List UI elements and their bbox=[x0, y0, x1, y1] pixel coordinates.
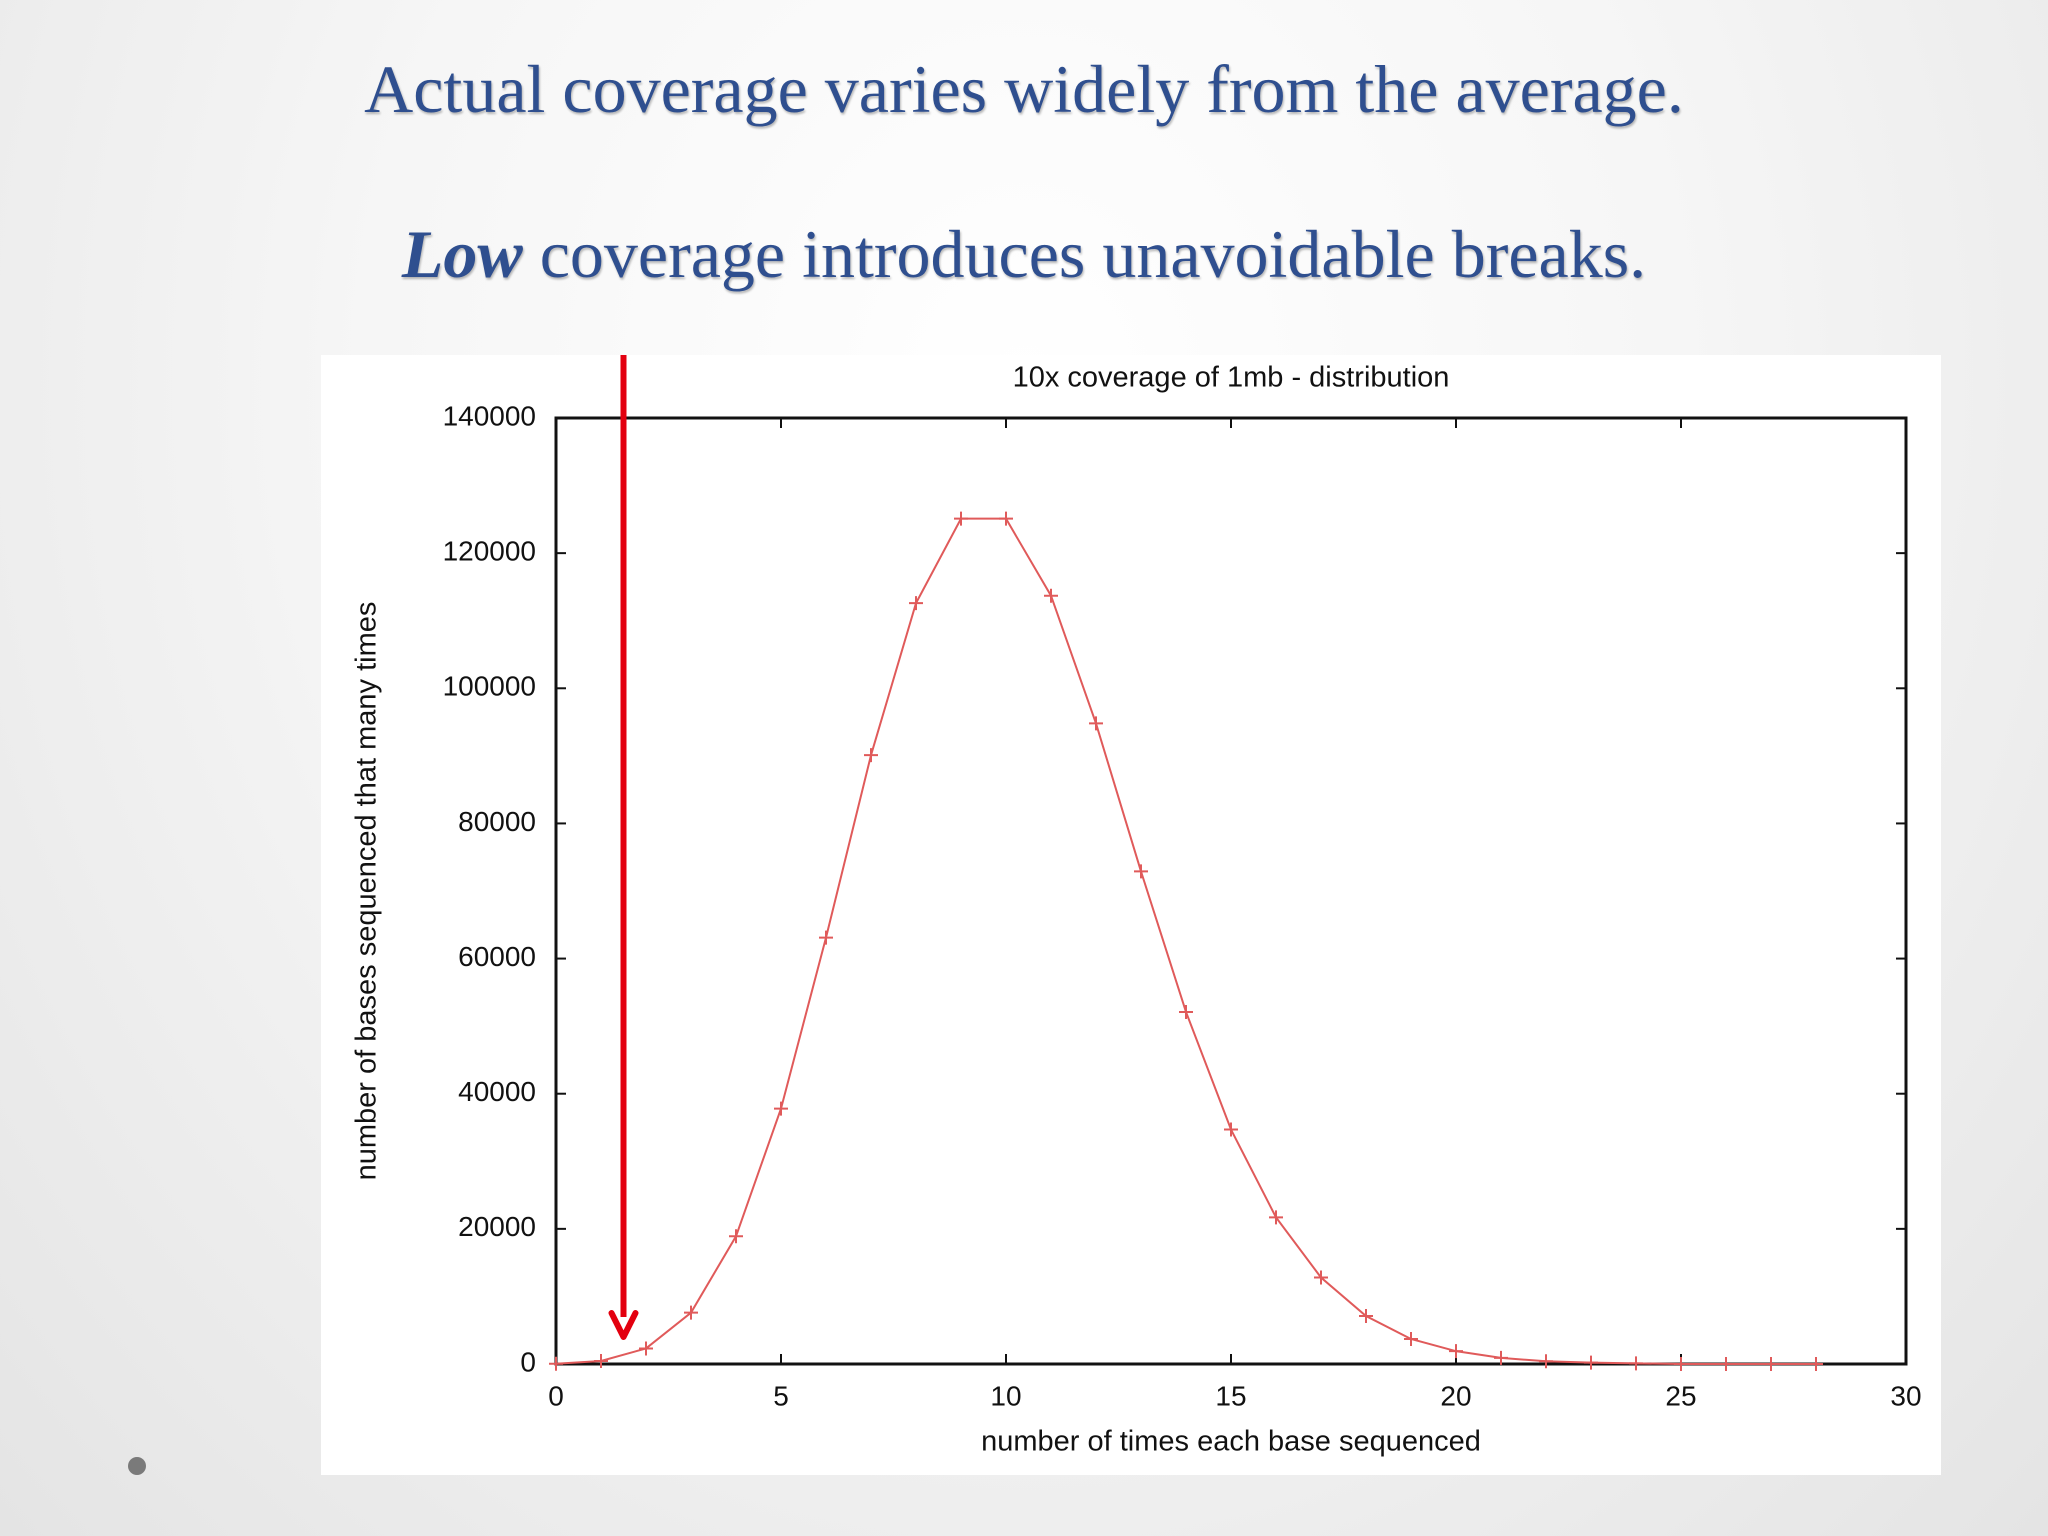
annotation-arrow-head bbox=[608, 1310, 639, 1340]
data-point-marker bbox=[594, 1353, 608, 1368]
data-point-marker bbox=[684, 1305, 698, 1320]
coverage-distribution-chart: 10x coverage of 1mb - distribution numbe… bbox=[351, 355, 1922, 1458]
chart-panel: 10x coverage of 1mb - distribution numbe… bbox=[321, 355, 1941, 1475]
x-tick-label: 25 bbox=[1665, 1380, 1696, 1411]
data-point-marker bbox=[954, 511, 968, 526]
y-tick-label: 140000 bbox=[443, 400, 536, 431]
x-axis-label: number of times each base sequenced bbox=[981, 1426, 1481, 1458]
data-point-marker bbox=[1494, 1350, 1508, 1365]
y-axis-label: number of bases sequenced that many time… bbox=[351, 602, 383, 1181]
slide-title-line-2: Low coverage introduces unavoidable brea… bbox=[0, 214, 2048, 294]
data-point-marker bbox=[1089, 716, 1103, 731]
y-tick-label: 20000 bbox=[458, 1211, 536, 1242]
x-tick-label: 0 bbox=[548, 1380, 564, 1411]
data-point-marker bbox=[1809, 1357, 1823, 1371]
y-tick-label: 80000 bbox=[458, 806, 536, 837]
x-tick-label: 30 bbox=[1890, 1380, 1921, 1411]
data-point-marker bbox=[1539, 1354, 1553, 1369]
data-point-marker bbox=[1134, 864, 1148, 879]
data-point-marker bbox=[549, 1356, 563, 1371]
x-tick-label: 10 bbox=[990, 1380, 1021, 1411]
data-point-marker bbox=[1674, 1357, 1688, 1371]
bullet-dot bbox=[128, 1457, 146, 1475]
plot-frame bbox=[554, 416, 1908, 1366]
data-point-marker bbox=[1584, 1355, 1598, 1370]
data-point-marker bbox=[1629, 1356, 1643, 1371]
title-line-2-rest: coverage introduces unavoidable breaks. bbox=[522, 216, 1647, 292]
x-tick-label: 20 bbox=[1440, 1380, 1471, 1411]
data-point-marker bbox=[1449, 1344, 1463, 1359]
x-tick-label: 5 bbox=[773, 1380, 789, 1411]
data-point-marker bbox=[1314, 1270, 1328, 1285]
slide-title-line-1: Actual coverage varies widely from the a… bbox=[364, 51, 1684, 127]
data-point-marker bbox=[819, 930, 833, 945]
data-point-marker bbox=[729, 1229, 743, 1244]
series-line bbox=[555, 517, 1816, 1365]
y-tick-label: 100000 bbox=[443, 671, 536, 702]
data-point-marker bbox=[1359, 1309, 1373, 1324]
y-tick-label: 60000 bbox=[458, 941, 536, 972]
y-tick-label: 0 bbox=[520, 1346, 536, 1377]
data-point-marker bbox=[1224, 1122, 1238, 1137]
y-tick-label: 40000 bbox=[458, 1076, 536, 1107]
data-point-marker bbox=[1404, 1331, 1418, 1346]
data-point-marker bbox=[1719, 1357, 1733, 1371]
data-point-marker bbox=[1764, 1357, 1778, 1371]
data-point-marker bbox=[1179, 1004, 1193, 1019]
y-tick-label: 120000 bbox=[443, 536, 536, 567]
data-point-marker bbox=[1269, 1210, 1283, 1225]
data-point-marker bbox=[1044, 588, 1058, 603]
data-point-marker bbox=[909, 596, 923, 611]
data-point-marker bbox=[999, 511, 1013, 526]
data-point-marker bbox=[864, 748, 878, 763]
data-point-marker bbox=[774, 1101, 788, 1116]
title-emphasis-word: Low bbox=[401, 216, 523, 292]
data-point-marker bbox=[639, 1341, 653, 1356]
chart-title: 10x coverage of 1mb - distribution bbox=[1013, 362, 1450, 394]
x-tick-label: 15 bbox=[1215, 1380, 1246, 1411]
